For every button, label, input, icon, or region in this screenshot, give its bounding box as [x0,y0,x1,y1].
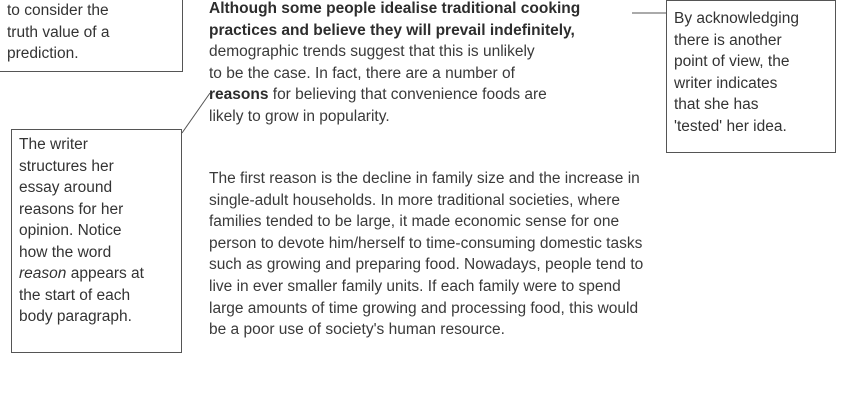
annotation-line: to consider the [7,2,109,19]
essay-line: Although some people idealise traditiona… [209,0,581,17]
annotation-reasons: The writer structures her essay around r… [11,129,182,353]
annotation-truth-value: to consider the truth value of a predict… [0,0,183,72]
annotation-line: there is another [674,31,782,49]
italic-word: reason [19,265,67,282]
essay-text: for believing that convenience foods are [268,86,547,104]
annotation-line: 'tested' her idea. [674,117,787,135]
annotation-line: that she has [674,96,759,113]
essay-line: reasons for believing that convenience f… [209,84,649,106]
annotation-line: writer indicates [674,74,778,92]
annotation-line: the start of each [19,286,131,304]
annotation-line: structures her [19,157,114,175]
annotation-other-view: By acknowledging there is another point … [666,0,836,153]
annotation-line: how the word [19,243,112,261]
annotation-line: point of view, the [674,53,790,70]
annotation-line: The writer [19,136,88,153]
essay-line: practices and believe they will prevail … [209,21,575,39]
essay-line: likely to grow in popularity. [209,107,390,125]
essay-line: to be the case. In fact, there are a num… [209,64,515,82]
annotation-line: truth value of a [7,23,110,41]
annotation-line: opinion. Notice [19,222,122,239]
annotation-line: reasons for her [19,200,124,218]
annotation-text: appears at [66,265,144,282]
annotation-line: body paragraph. [19,308,132,325]
annotation-line: reason appears at [19,263,177,285]
essay-line: demographic trends suggest that this is … [209,43,535,61]
annotation-line: prediction. [7,45,79,62]
connector-line-reasons [181,92,211,134]
essay-paragraph-2: The first reason is the decline in famil… [209,170,644,339]
highlighted-word: reasons [209,86,269,104]
annotation-line: essay around [19,179,113,196]
essay-paragraph-1: Although some people idealise traditiona… [209,0,649,128]
annotation-line: By acknowledging [674,10,799,27]
